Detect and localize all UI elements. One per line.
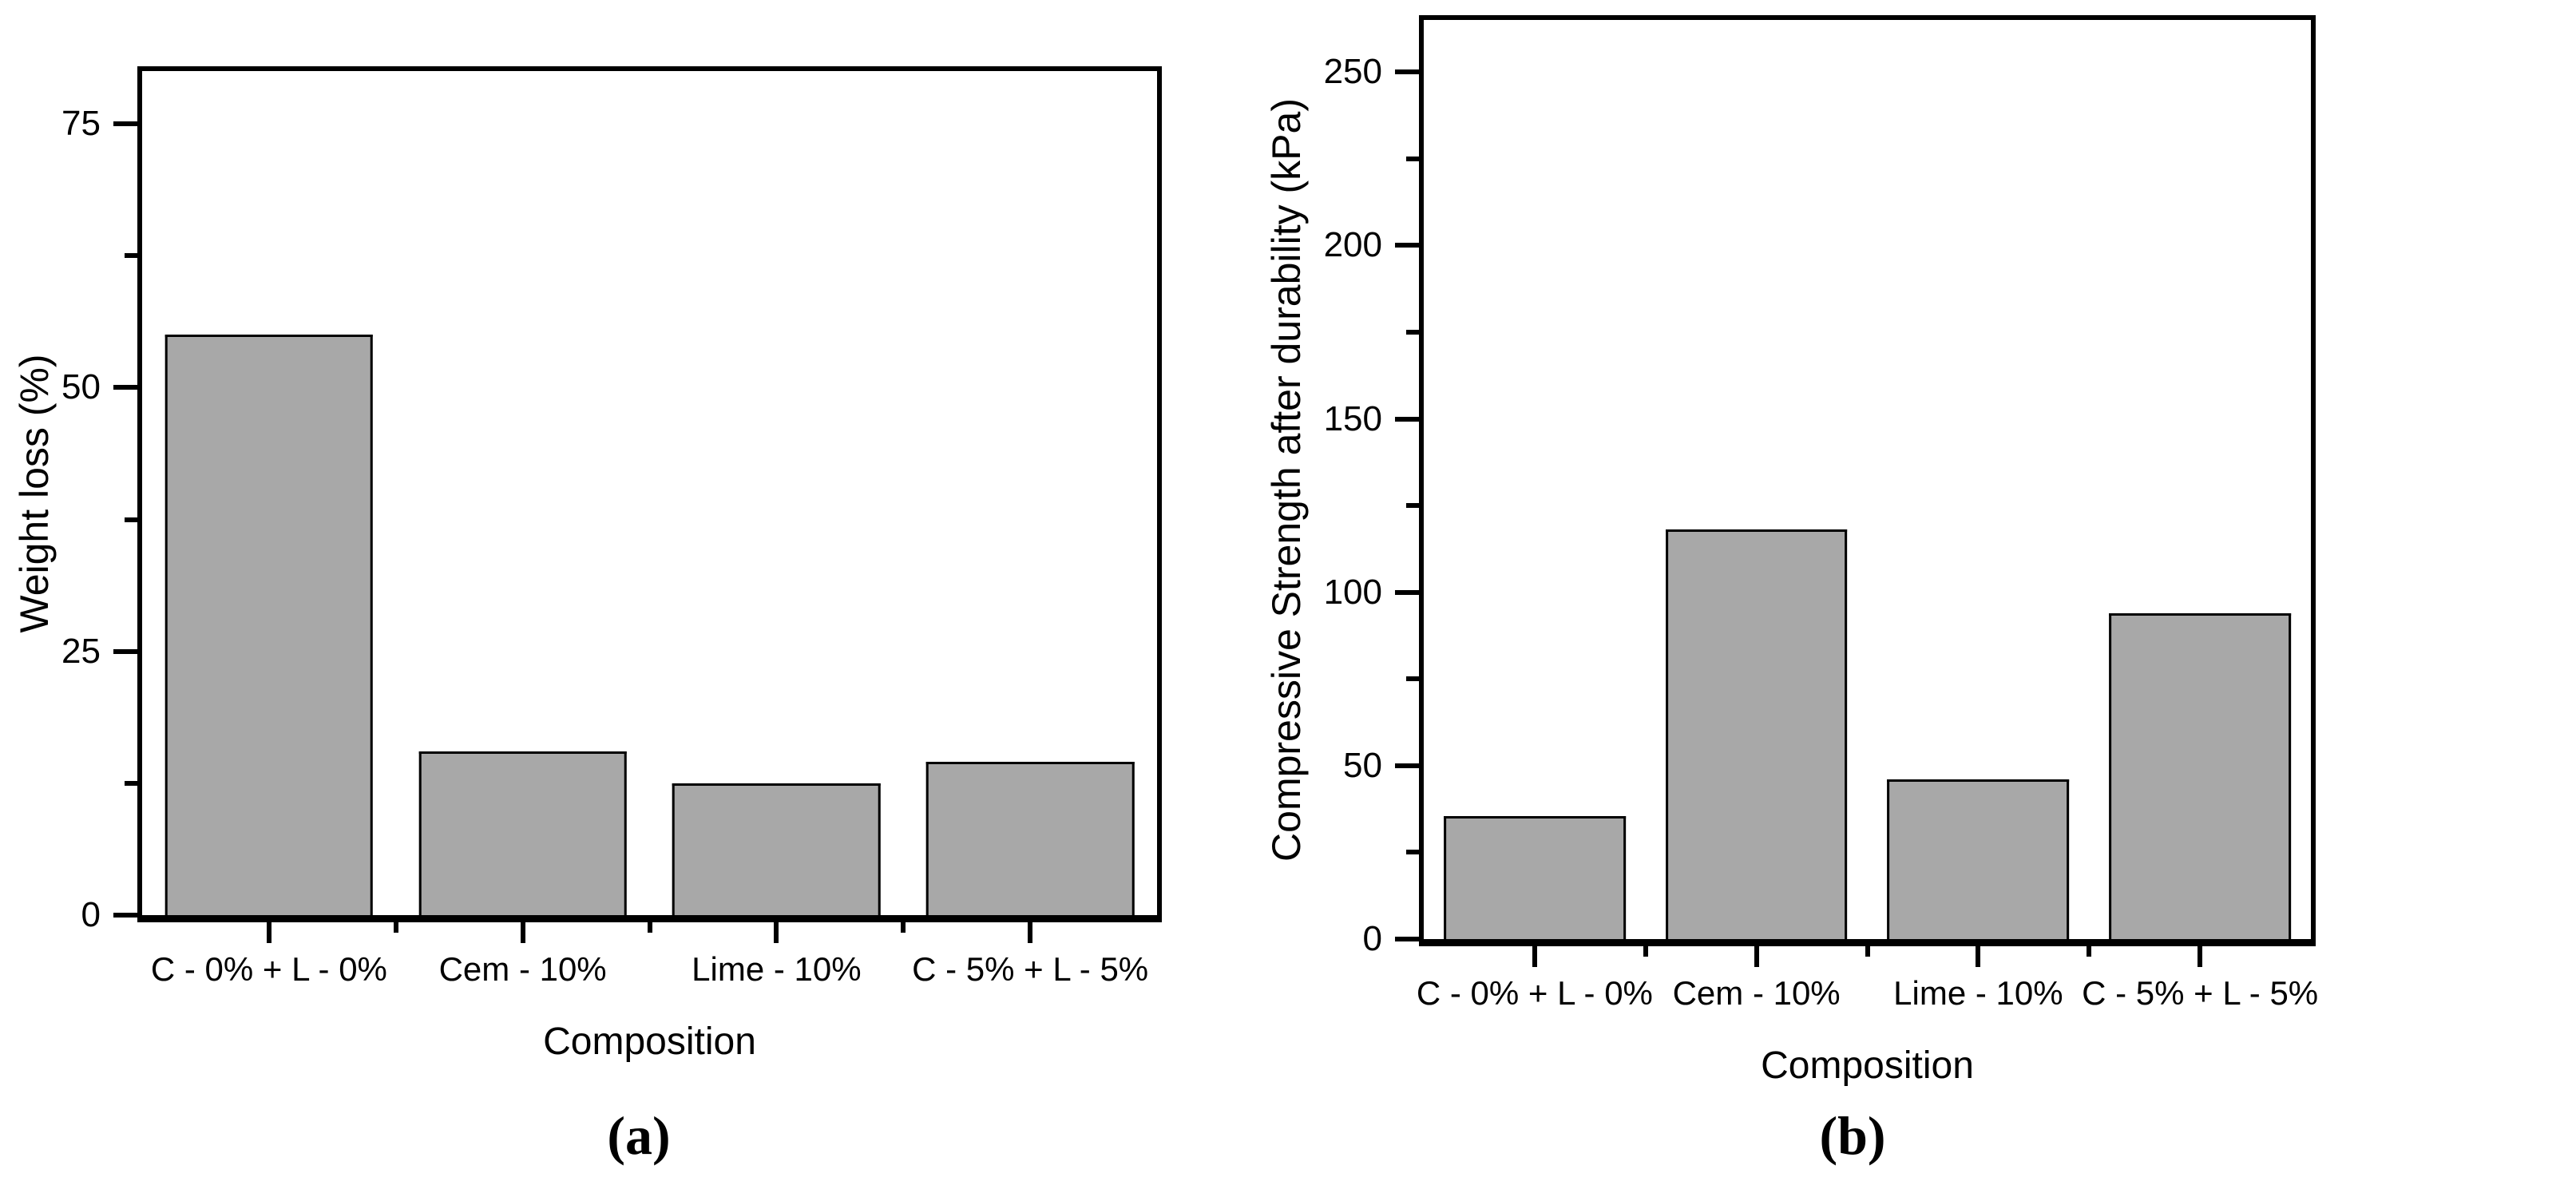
- x-minor-tick: [901, 922, 906, 933]
- x-tick-label: Cem - 10%: [1672, 974, 1841, 1012]
- x-minor-tick: [647, 922, 652, 933]
- y-tick-label: 25: [61, 631, 101, 671]
- y-major-tick: [113, 913, 137, 918]
- x-major-tick: [520, 922, 525, 943]
- y-tick-label: 0: [81, 895, 101, 934]
- x-major-tick: [1532, 946, 1537, 967]
- x-axis-title: Composition: [543, 1021, 756, 1063]
- y-major-tick: [113, 121, 137, 127]
- x-tick-label: Lime - 10%: [692, 950, 862, 988]
- x-major-tick: [1028, 922, 1033, 943]
- x-tick-label: C - 5% + L - 5%: [2082, 974, 2319, 1012]
- bar: [418, 751, 627, 915]
- x-major-tick: [266, 922, 271, 943]
- y-tick-label: 50: [61, 367, 101, 407]
- x-tick-label: C - 0% + L - 0%: [1416, 974, 1653, 1012]
- bar: [672, 783, 881, 915]
- panel-caption-a: (a): [607, 1105, 671, 1166]
- x-tick-label: Cem - 10%: [438, 950, 607, 988]
- y-tick-label: 250: [1323, 52, 1382, 92]
- y-minor-tick: [125, 253, 137, 259]
- x-minor-tick: [1643, 946, 1648, 957]
- y-major-tick: [1395, 937, 1419, 941]
- y-major-tick: [1395, 763, 1419, 768]
- y-major-tick: [1395, 243, 1419, 248]
- y-major-tick: [113, 385, 137, 390]
- plot-area: Weight loss (%) Composition 0 25 50 75 C - 0…: [12, 66, 1162, 1061]
- x-major-tick: [1976, 946, 1981, 967]
- x-tick-label: C - 0% + L - 0%: [150, 950, 387, 988]
- x-major-tick: [774, 922, 779, 943]
- bar: [2109, 612, 2291, 939]
- y-minor-tick: [125, 780, 137, 786]
- y-minor-tick: [1406, 850, 1419, 855]
- bar: [1887, 779, 2070, 939]
- y-tick-label: 100: [1323, 572, 1382, 612]
- y-axis-title: Compressive Strength after durability (k…: [1264, 97, 1309, 862]
- y-major-tick: [1395, 589, 1419, 595]
- y-major-tick: [113, 648, 137, 654]
- panel-caption-b: (b): [1819, 1105, 1886, 1166]
- y-minor-tick: [1406, 503, 1419, 509]
- x-minor-tick: [2087, 946, 2092, 957]
- y-minor-tick: [1406, 329, 1419, 335]
- bar: [164, 335, 374, 915]
- y-major-tick: [1395, 69, 1419, 75]
- bar: [925, 762, 1135, 915]
- x-tick-label: C - 5% + L - 5%: [912, 950, 1149, 988]
- y-minor-tick: [1406, 676, 1419, 682]
- x-tick-label: Lime - 10%: [1893, 974, 2063, 1012]
- x-minor-tick: [1865, 946, 1870, 957]
- y-minor-tick: [1406, 156, 1419, 161]
- y-tick-label: 150: [1323, 398, 1382, 438]
- y-tick-label: 75: [61, 104, 101, 144]
- y-tick-label: 0: [1362, 919, 1382, 958]
- y-tick-label: 200: [1323, 225, 1382, 265]
- x-axis-title: Composition: [1761, 1044, 1974, 1087]
- plot-area: Compressive Strength after durability (k…: [1264, 15, 2318, 1085]
- x-major-tick: [1754, 946, 1759, 967]
- y-axis-title: Weight loss (%): [12, 353, 57, 633]
- y-tick-label: 50: [1343, 745, 1382, 785]
- y-minor-tick: [125, 517, 137, 522]
- bar: [1665, 529, 1848, 939]
- bar: [1444, 815, 1626, 939]
- x-major-tick: [2198, 946, 2203, 967]
- y-major-tick: [1395, 416, 1419, 422]
- x-minor-tick: [393, 922, 398, 933]
